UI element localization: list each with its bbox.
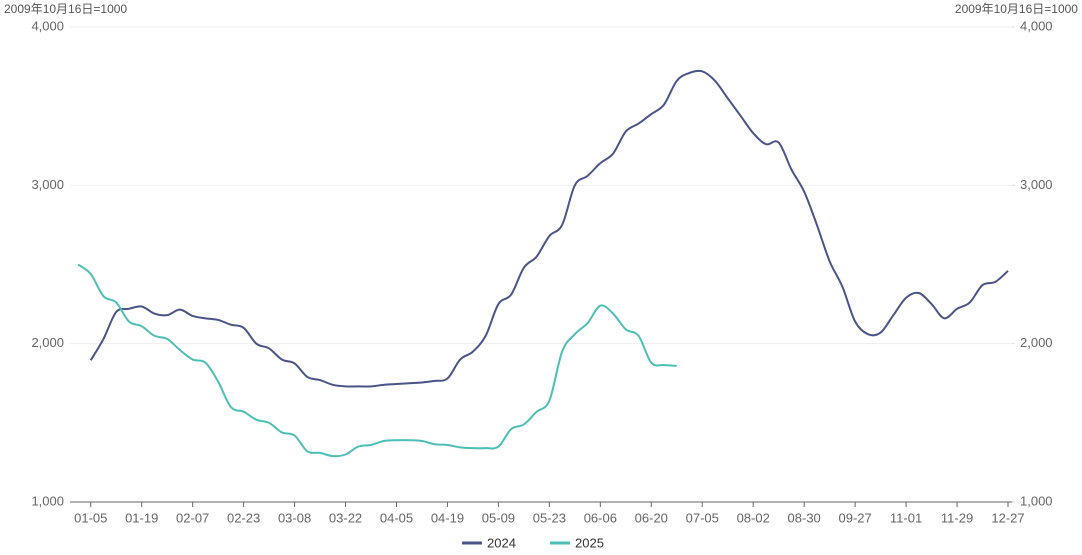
x-tick-label: 06-20 bbox=[635, 510, 668, 525]
x-tick-label: 02-07 bbox=[176, 510, 209, 525]
x-tick-label: 06-06 bbox=[584, 510, 617, 525]
y-tick-label: 3,000 bbox=[31, 177, 64, 192]
y-axis-note: 2009年10月16日=1000 bbox=[4, 2, 127, 16]
y-tick-label: 1,000 bbox=[31, 493, 64, 508]
legend-label: 2024 bbox=[487, 535, 516, 550]
y2-tick-label: 4,000 bbox=[1020, 18, 1053, 33]
y2-tick-label: 2,000 bbox=[1020, 335, 1053, 350]
x-tick-label: 08-02 bbox=[737, 510, 770, 525]
x-tick-label: 07-05 bbox=[686, 510, 719, 525]
x-tick-label: 05-09 bbox=[482, 510, 515, 525]
y2-tick-label: 1,000 bbox=[1020, 493, 1053, 508]
x-tick-label: 09-27 bbox=[838, 510, 871, 525]
x-tick-label: 04-19 bbox=[431, 510, 464, 525]
x-tick-label: 11-01 bbox=[890, 510, 922, 525]
x-tick-label: 03-08 bbox=[278, 510, 311, 525]
series-line bbox=[89, 69, 1009, 388]
x-tick-label: 05-23 bbox=[533, 510, 566, 525]
series-line bbox=[77, 263, 677, 458]
x-tick-label: 01-05 bbox=[74, 510, 107, 525]
x-tick-label: 04-05 bbox=[380, 510, 413, 525]
y-tick-label: 2,000 bbox=[31, 335, 64, 350]
y2-axis-note: 2009年10月16日=1000 bbox=[955, 2, 1078, 16]
x-tick-label: 01-19 bbox=[125, 510, 158, 525]
x-tick-label: 03-22 bbox=[329, 510, 362, 525]
x-tick-label: 02-23 bbox=[227, 510, 260, 525]
y-tick-label: 4,000 bbox=[31, 18, 64, 33]
x-tick-label: 11-29 bbox=[941, 510, 973, 525]
x-tick-label: 12-27 bbox=[991, 510, 1024, 525]
x-tick-label: 08-30 bbox=[788, 510, 821, 525]
legend-label: 2025 bbox=[575, 535, 604, 550]
y2-tick-label: 3,000 bbox=[1020, 177, 1053, 192]
